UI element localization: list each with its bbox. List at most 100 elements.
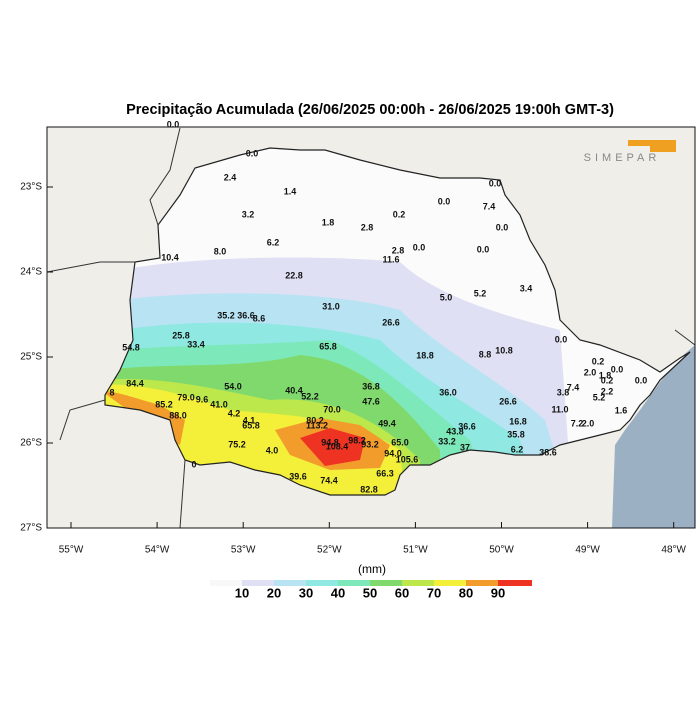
station-value: 47.6 <box>362 396 380 406</box>
station-value: 0.0 <box>413 242 426 252</box>
station-value: 84.4 <box>126 378 144 388</box>
station-value: 75.2 <box>228 439 246 449</box>
lon-label: 50°W <box>489 545 514 556</box>
station-value: 10.4 <box>161 252 179 262</box>
station-value: 0.0 <box>489 178 502 188</box>
station-value: 0.0 <box>555 334 568 344</box>
station-value: 5.2 <box>593 392 606 402</box>
station-value: 4.0 <box>266 445 279 455</box>
lon-label: 49°W <box>575 545 600 556</box>
station-value: 37 <box>460 442 470 452</box>
station-value: 26.6 <box>499 396 517 406</box>
lon-label: 54°W <box>145 545 170 556</box>
station-value: 43.8 <box>446 426 464 436</box>
station-value: 9.6 <box>196 394 209 404</box>
station-value: 94.0 <box>384 448 402 458</box>
colorbar-label: 60 <box>395 585 409 600</box>
map-frame <box>46 126 696 529</box>
station-value: 1.4 <box>284 186 297 196</box>
station-value: 0.2 <box>601 375 614 385</box>
station-value: 2.2 <box>601 386 614 396</box>
station-value: 0.0 <box>438 196 451 206</box>
station-value: 3.2 <box>242 209 255 219</box>
colorbar-unit: (mm) <box>358 562 386 576</box>
colorbar-label: 50 <box>363 585 377 600</box>
station-value: 0.2 <box>592 356 605 366</box>
station-value: 2.8 <box>361 222 374 232</box>
station-value: 80.2 <box>306 415 324 425</box>
station-value: 7.2 <box>571 418 584 428</box>
station-value: 93.2 <box>361 439 379 449</box>
colorbar-label: 70 <box>427 585 441 600</box>
station-value: 4.2 <box>228 408 241 418</box>
station-value: 11.6 <box>382 254 399 264</box>
station-value: 74.4 <box>320 475 338 485</box>
station-value: 54.8 <box>122 342 140 352</box>
station-value: 0.0 <box>496 222 509 232</box>
colorbar-label: 40 <box>331 585 345 600</box>
station-value: 0.0 <box>246 148 259 158</box>
station-value: 3.8 <box>557 387 570 397</box>
colorbar-label: 90 <box>491 585 505 600</box>
station-value: 10.8 <box>495 345 513 355</box>
station-value: 36.6 <box>237 310 255 320</box>
station-value: 49.4 <box>378 418 396 428</box>
station-value: 65.8 <box>319 341 337 351</box>
station-value: 113.2 <box>306 420 328 430</box>
colorbar <box>210 580 532 586</box>
station-value: 65.8 <box>242 420 260 430</box>
station-value: 6.2 <box>267 237 280 247</box>
station-value: 66.3 <box>376 468 394 478</box>
station-value: 8.8 <box>479 349 492 359</box>
station-value: 7.4 <box>567 382 580 392</box>
lon-label: 55°W <box>59 545 84 556</box>
state-border <box>104 147 691 496</box>
station-value: 40.4 <box>285 385 303 395</box>
station-value: 11.0 <box>551 404 568 414</box>
lon-label: 48°W <box>661 545 686 556</box>
lon-label: 51°W <box>403 545 428 556</box>
neighbor-borders <box>46 127 696 529</box>
station-value: 8.6 <box>253 313 266 323</box>
logo-text: SIMEPAR <box>584 152 661 164</box>
station-value: 2.0 <box>582 418 595 428</box>
station-value: 82.8 <box>360 484 378 494</box>
station-value: 31.0 <box>322 301 340 311</box>
station-value: 35.2 <box>217 310 235 320</box>
station-value: 79.0 <box>177 392 195 402</box>
station-value: 0 <box>191 459 196 469</box>
station-value: 39.6 <box>289 471 307 481</box>
station-value: 26.6 <box>382 317 400 327</box>
station-value: 1.6 <box>615 405 628 415</box>
station-value: 0.0 <box>477 244 490 254</box>
station-value: 0.0 <box>167 119 180 129</box>
station-value: 52.2 <box>301 391 319 401</box>
station-value: 0.2 <box>393 209 406 219</box>
station-value: 41.0 <box>210 399 228 409</box>
station-value: 33.4 <box>187 339 205 349</box>
station-value: 2.8 <box>392 245 405 255</box>
station-value: 94.8 <box>321 437 339 447</box>
lat-label: 24°S <box>20 267 42 278</box>
lat-label: 27°S <box>20 523 42 534</box>
station-value: 105.6 <box>396 454 419 464</box>
station-value: 3.4 <box>520 283 533 293</box>
station-value: 5.2 <box>474 288 487 298</box>
lat-label: 23°S <box>20 182 42 193</box>
station-value: 8.0 <box>214 246 227 256</box>
station-value: 108.4 <box>326 441 349 451</box>
station-value: 4.1 <box>243 415 256 425</box>
station-value: 2.0 <box>584 367 597 377</box>
station-value: 1.8 <box>322 217 335 227</box>
station-value: 33.2 <box>438 436 456 446</box>
station-value: 25.8 <box>172 330 190 340</box>
station-value: 18.8 <box>416 350 434 360</box>
lat-label: 26°S <box>20 438 42 449</box>
station-value: 36.6 <box>458 421 476 431</box>
station-value: 0.0 <box>635 375 648 385</box>
ocean <box>612 345 695 528</box>
colorbar-label: 30 <box>299 585 313 600</box>
station-value: 2.4 <box>224 172 237 182</box>
station-value: 22.8 <box>285 270 303 280</box>
station-value: 70.0 <box>323 404 341 414</box>
